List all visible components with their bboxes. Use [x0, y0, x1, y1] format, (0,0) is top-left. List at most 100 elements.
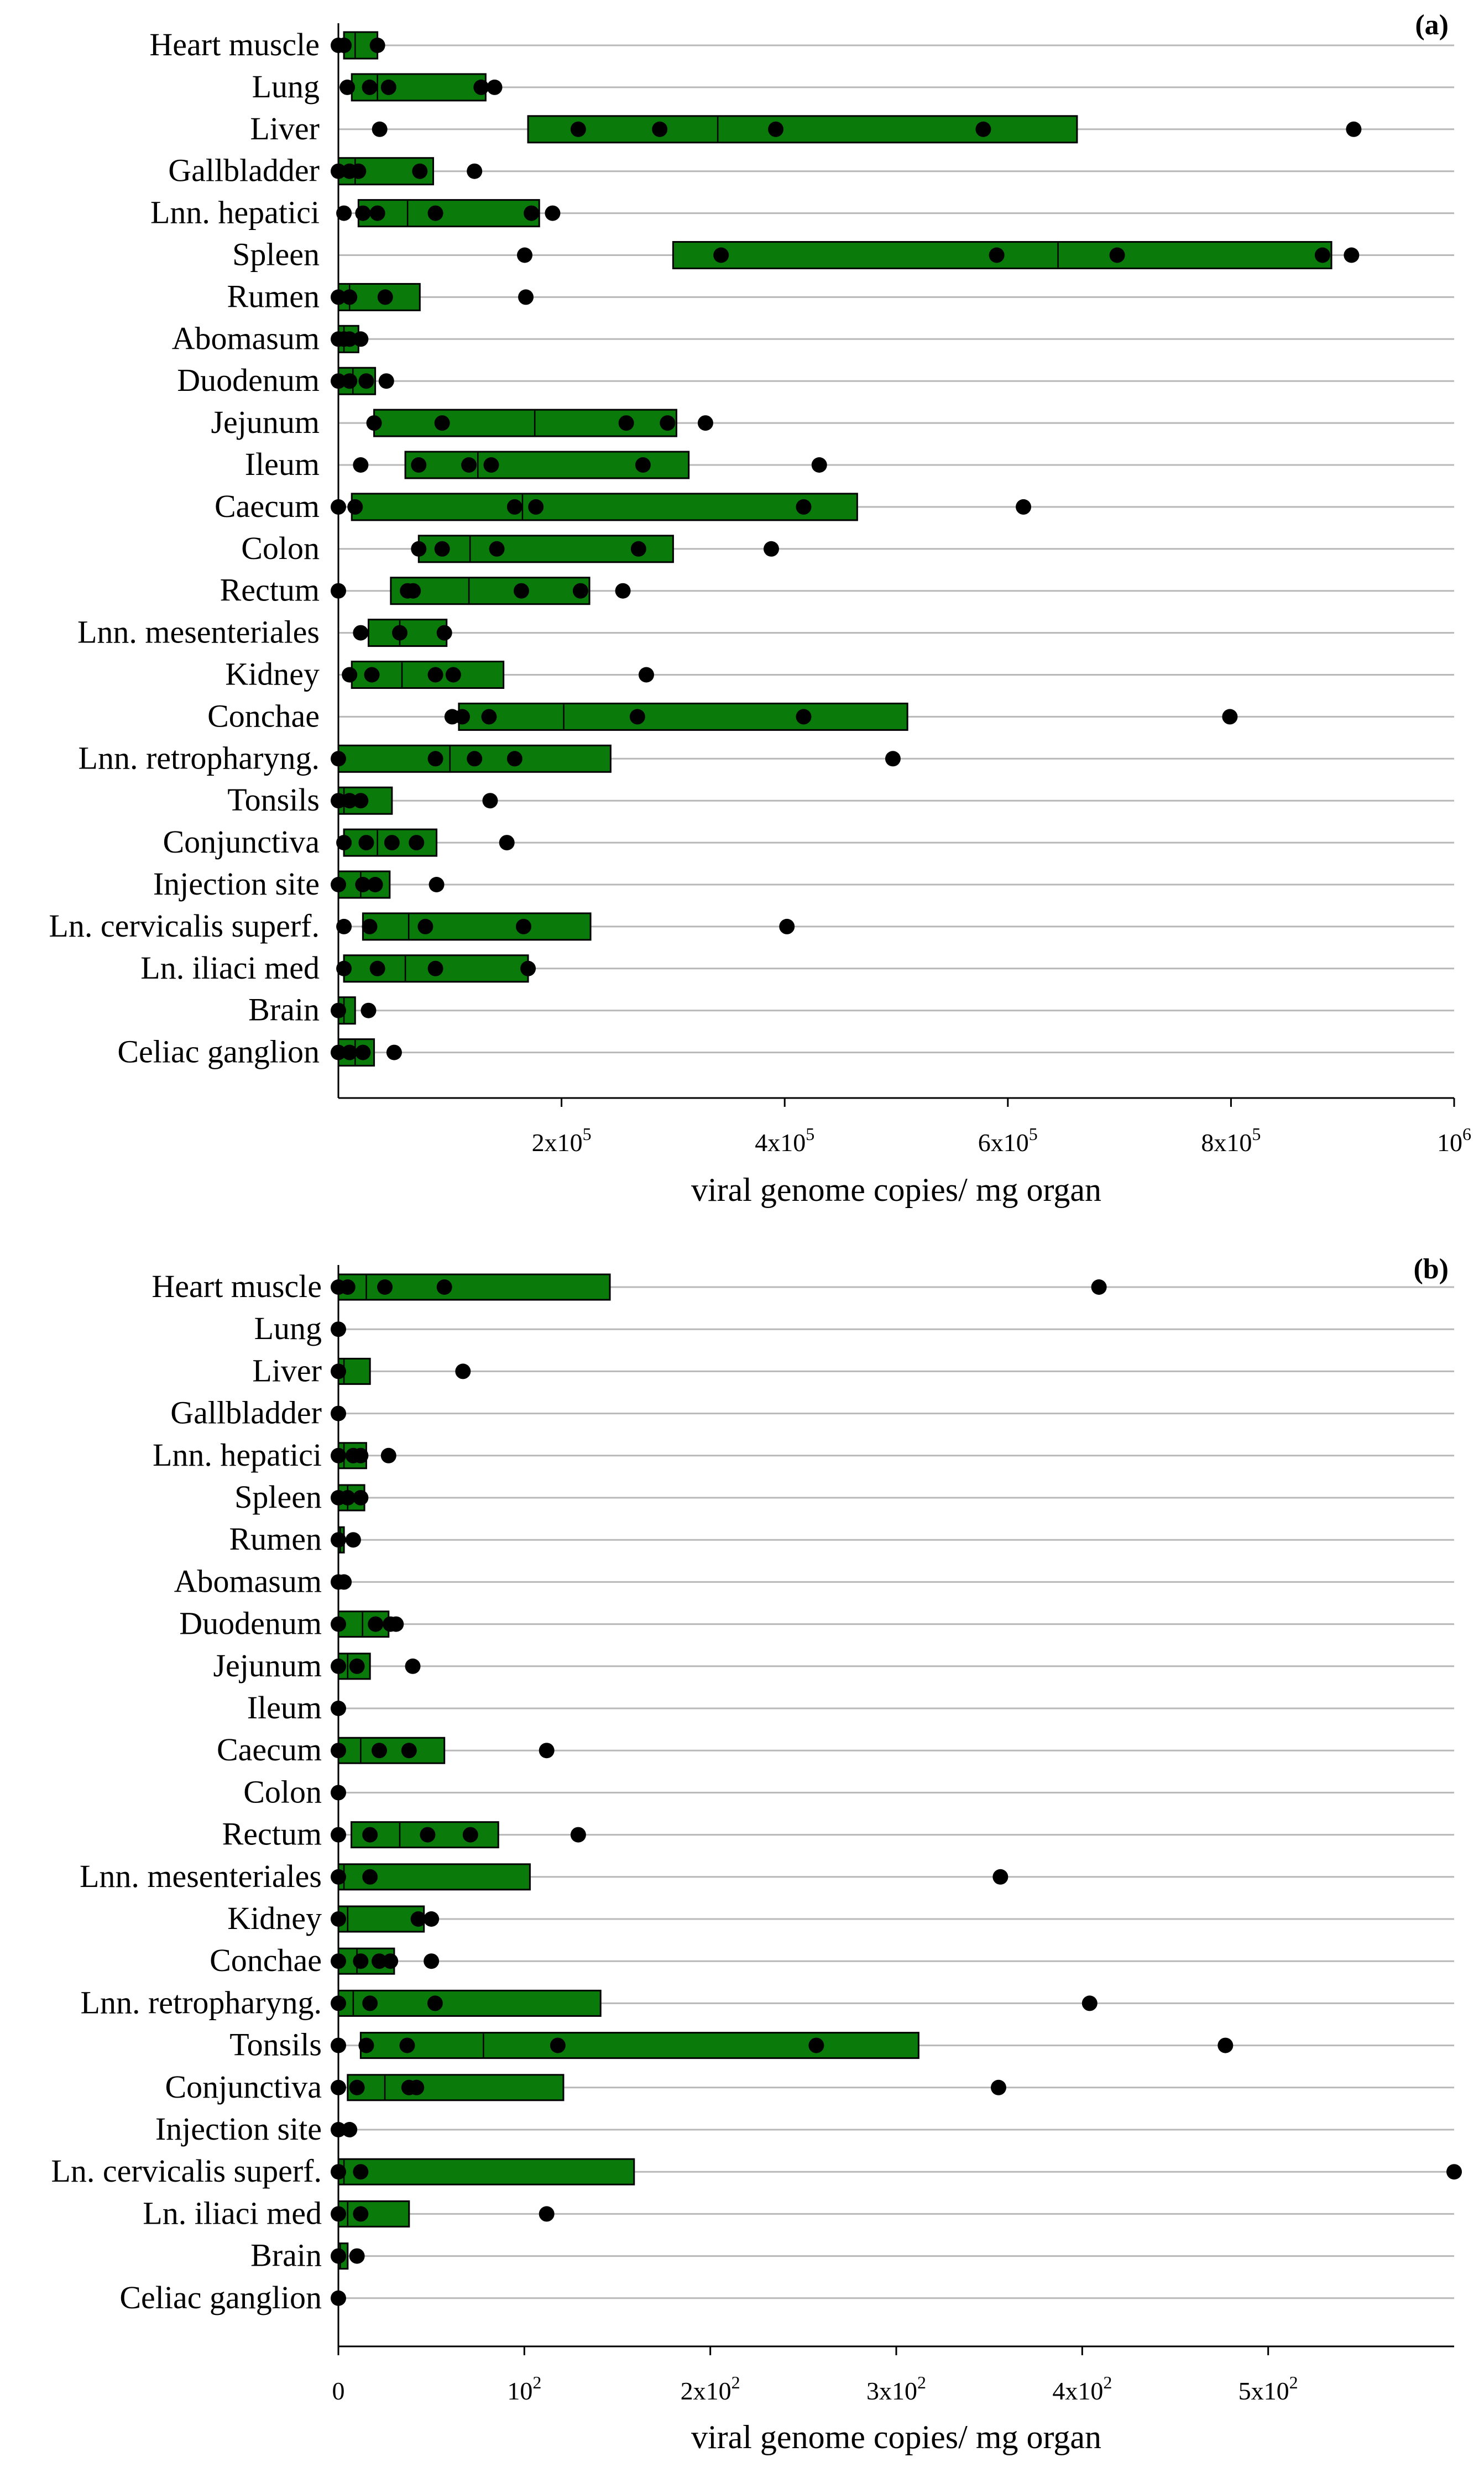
box-brain: [337, 996, 356, 1025]
data-point-spleen: [1314, 247, 1330, 263]
panel-label: (a): [1415, 9, 1449, 41]
category-label-duodenum: Duodenum: [177, 362, 320, 398]
category-label-tonsils: Tonsils: [229, 2027, 322, 2063]
data-point-spleen: [1109, 247, 1125, 263]
tick-mantissa: 4x10: [755, 1128, 806, 1157]
data-point-lung: [487, 79, 503, 95]
panel-label: (b): [1413, 1253, 1449, 1285]
category-label-jejunum: Jejunum: [213, 1648, 322, 1683]
category-label-caecum: Caecum: [215, 488, 320, 524]
data-point-colon: [434, 541, 450, 557]
tick-mantissa: 8x10: [1201, 1128, 1252, 1157]
data-point-jejunum: [697, 415, 713, 431]
data-point-lnn-hepatici: [545, 205, 561, 221]
data-point-kidney: [424, 1911, 440, 1927]
tick-exponent: 5: [1252, 1124, 1261, 1144]
data-point-lnn-mesenteriales: [353, 625, 369, 641]
data-point-ln-cervicalis-superf: [779, 918, 795, 934]
category-label-injection-site: Injection site: [153, 866, 320, 902]
data-point-ln-cervicalis-superf: [362, 918, 378, 934]
data-point-conchae: [481, 709, 497, 725]
data-point-jejunum: [660, 415, 676, 431]
category-label-rectum: Rectum: [220, 572, 320, 608]
data-point-conjunctiva: [990, 2079, 1006, 2095]
box-ln-cervicalis-superf: [337, 2158, 635, 2186]
category-label-kidney: Kidney: [225, 656, 320, 692]
x-tick-label: 4x102: [1052, 2372, 1112, 2405]
data-point-ln-iliaci-med: [353, 2206, 369, 2222]
category-label-injection-site: Injection site: [155, 2111, 322, 2147]
data-point-liver: [768, 121, 784, 137]
category-label-celiac-ganglion: Celiac ganglion: [117, 1034, 320, 1070]
box-caecum: [351, 493, 858, 521]
panel-b: (b) Heart muscle Lung Liver Gallbladder Lnn. …: [51, 1253, 1462, 2455]
x-tick-label: 106: [1437, 1124, 1471, 1157]
data-point-injection-site: [355, 877, 371, 892]
data-point-rumen: [377, 289, 393, 305]
data-point-lnn-hepatici: [355, 205, 371, 221]
category-label-jejunum: Jejunum: [211, 404, 320, 440]
category-label-rumen: Rumen: [229, 1521, 322, 1557]
data-point-ln-iliaci-med: [369, 960, 385, 976]
data-point-kidney: [638, 667, 654, 683]
data-point-liver: [975, 121, 991, 137]
data-point-kidney: [364, 667, 380, 683]
box-liver: [527, 115, 1078, 144]
data-point-conjunctiva: [349, 2079, 365, 2095]
data-point-lung: [339, 79, 356, 95]
data-point-spleen: [353, 1490, 369, 1505]
data-point-caecum: [796, 499, 812, 515]
data-point-liver: [372, 121, 388, 137]
data-point-brain: [349, 2248, 365, 2264]
data-point-lung: [362, 79, 378, 95]
x-tick-label: 6x105: [978, 1124, 1038, 1157]
data-point-duodenum: [342, 373, 358, 389]
data-point-conchae: [383, 1953, 399, 1969]
data-point-kidney: [342, 667, 358, 683]
data-point-rumen: [345, 1532, 361, 1548]
data-point-lnn-retropharyng: [427, 1995, 443, 2011]
data-point-heart-muscle: [436, 1279, 452, 1295]
data-point-lnn-hepatici: [524, 205, 540, 221]
data-point-jejunum: [618, 415, 634, 431]
category-label-brain: Brain: [250, 2237, 322, 2273]
data-point-lnn-hepatici: [353, 1447, 369, 1463]
data-point-caecum: [1016, 499, 1032, 515]
data-point-jejunum: [405, 1658, 421, 1674]
category-label-abomasum: Abomasum: [174, 1563, 322, 1599]
category-label-abomasum: Abomasum: [172, 320, 320, 356]
category-label-ln-iliaci-med: Ln. iliaci med: [140, 950, 320, 986]
data-point-rectum: [420, 1827, 436, 1843]
category-label-lnn-mesenteriales: Lnn. mesenteriales: [77, 614, 320, 650]
tick-exponent: 5: [583, 1124, 592, 1144]
data-point-colon: [630, 541, 646, 557]
data-point-ln-cervicalis-superf: [336, 918, 352, 934]
box-lnn-mesenteriales: [367, 619, 448, 647]
category-label-brain: Brain: [248, 992, 320, 1028]
data-point-caecum: [528, 499, 544, 515]
data-point-ln-cervicalis-superf: [417, 918, 433, 934]
category-label-spleen: Spleen: [232, 237, 320, 273]
data-point-ln-cervicalis-superf: [1446, 2164, 1462, 2180]
category-label-conjunctiva: Conjunctiva: [165, 2069, 322, 2105]
x-tick-label: 102: [507, 2372, 541, 2405]
box-ln-iliaci-med: [337, 2200, 410, 2228]
category-label-ileum: Ileum: [247, 1690, 322, 1726]
data-point-jejunum: [366, 415, 382, 431]
data-point-ileum: [461, 457, 477, 473]
data-point-ln-cervicalis-superf: [515, 918, 531, 934]
x-tick-label: 3x102: [866, 2372, 926, 2405]
data-point-duodenum: [378, 373, 394, 389]
tick-exponent: 2: [917, 2372, 926, 2392]
category-label-lnn-hepatici: Lnn. hepatici: [150, 195, 320, 231]
box-caecum: [337, 1737, 446, 1764]
category-label-conchae: Conchae: [207, 698, 320, 734]
category-label-lnn-hepatici: Lnn. hepatici: [153, 1437, 322, 1473]
box-conjunctiva: [347, 2074, 565, 2101]
data-point-colon: [763, 541, 779, 557]
box-rectum: [390, 577, 591, 605]
data-point-duodenum: [388, 1616, 404, 1632]
data-point-conchae: [371, 1953, 387, 1969]
data-point-rumen: [342, 289, 358, 305]
box-lnn-retropharyng: [337, 1989, 602, 2017]
